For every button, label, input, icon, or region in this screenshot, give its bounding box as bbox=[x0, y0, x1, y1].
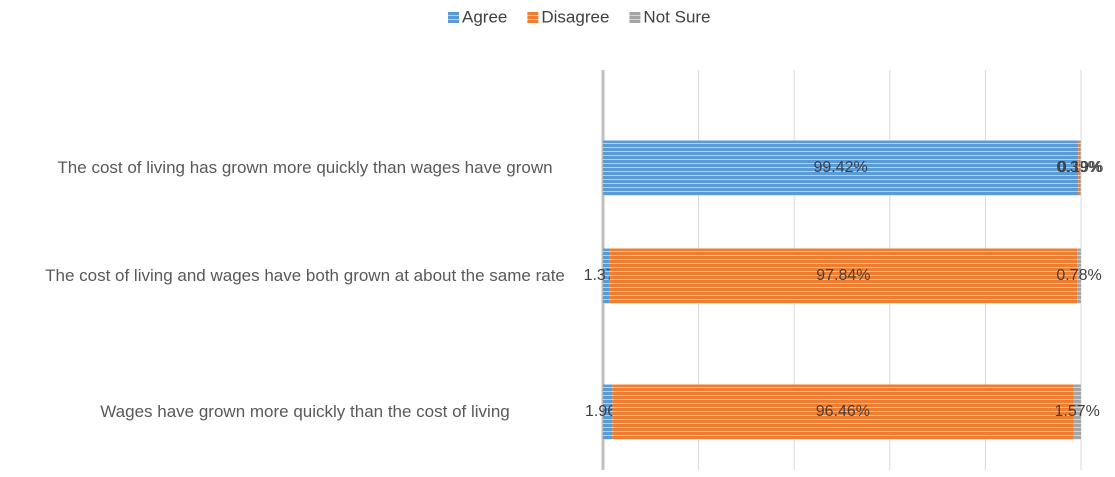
data-label: 0.78% bbox=[1056, 267, 1101, 284]
data-label: 96.46% bbox=[816, 403, 870, 420]
bar-segment bbox=[609, 248, 1078, 304]
bar-segment bbox=[1080, 140, 1081, 196]
legend-label: Disagree bbox=[541, 7, 609, 26]
legend-label: Agree bbox=[462, 7, 507, 26]
data-label: 1.57% bbox=[1055, 403, 1100, 420]
bar-segment bbox=[1073, 384, 1081, 440]
legend-swatch bbox=[448, 12, 459, 23]
legend-label: Not Sure bbox=[643, 7, 710, 26]
data-label: 97.84% bbox=[816, 267, 870, 284]
bar-segment bbox=[603, 384, 613, 440]
bar-segment bbox=[1077, 248, 1081, 304]
data-label: 0.39% bbox=[1056, 159, 1101, 176]
bar-segment bbox=[612, 384, 1074, 440]
category-label: The cost of living has grown more quickl… bbox=[57, 158, 553, 177]
bar-segment bbox=[603, 140, 1079, 196]
bar-segment bbox=[603, 248, 610, 304]
legend-swatch bbox=[629, 12, 641, 23]
category-label: The cost of living and wages have both g… bbox=[45, 266, 565, 285]
legend-swatch bbox=[527, 12, 539, 23]
data-label: 0.19% bbox=[1058, 159, 1103, 176]
data-label: 99.42% bbox=[813, 159, 867, 176]
category-label: Wages have grown more quickly than the c… bbox=[100, 402, 510, 421]
bar-segment bbox=[1078, 140, 1081, 196]
